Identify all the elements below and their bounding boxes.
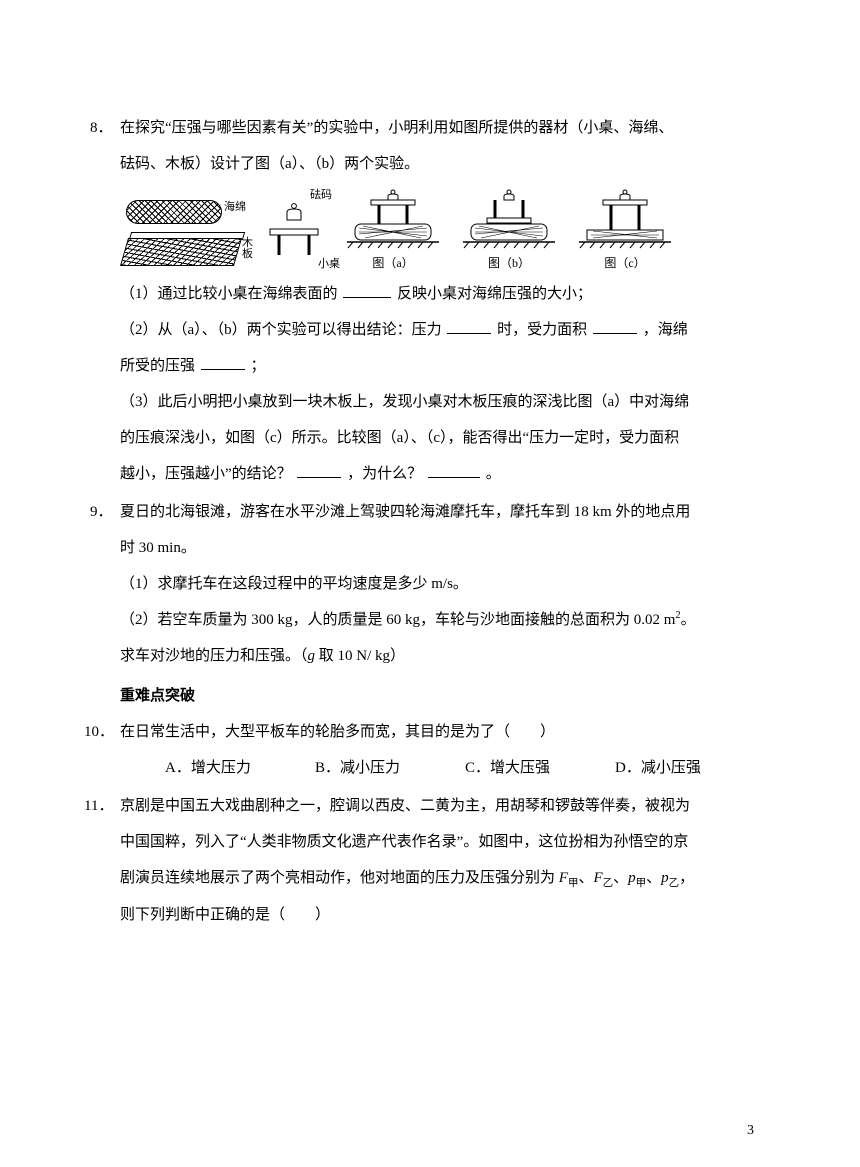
q8-figure-strip: 海绵 木板 砝码 — [120, 188, 750, 270]
blank — [428, 462, 480, 479]
q8-p2a: （2）从（a）、（b）两个实验可以得出结论：压力 — [120, 322, 442, 338]
q8-p2-line2: 所受的压强 ； — [120, 348, 750, 384]
question-11: 11． 京剧是中国五大戏曲剧种之一，腔调以西皮、二黄为主，用胡琴和锣鼓等伴奏，被… — [120, 788, 750, 932]
sep2: 、 — [613, 870, 628, 886]
q11-line1: 京剧是中国五大戏曲剧种之一，腔调以西皮、二黄为主，用胡琴和锣鼓等伴奏，被视为 — [120, 788, 750, 824]
q11-line2: 中国国粹，列入了“人类非物质文化遗产代表作名录”。如图中，这位扮相为孙悟空的京 — [120, 824, 750, 860]
q8-p2-line1: （2）从（a）、（b）两个实验可以得出结论：压力 时，受力面积 ，海绵 — [120, 312, 750, 348]
setup-a: 图（a） — [338, 188, 448, 270]
blank — [297, 462, 341, 479]
blank — [343, 282, 391, 299]
q8-intro-line2: 砝码、木板）设计了图（a）、（b）两个实验。 — [120, 146, 750, 182]
page-number: 3 — [747, 1123, 754, 1139]
small-table-icon: 小桌 — [266, 227, 322, 270]
sponge-label: 海绵 — [224, 202, 246, 213]
q10-opt-b: B．减小压力 — [315, 750, 465, 786]
q8-p3d: ，为什么？ — [347, 466, 422, 482]
q11-line3: 剧演员连续地展示了两个亮相动作，他对地面的压力及压强分别为 F甲、F乙、p甲、p… — [120, 860, 750, 896]
q10-opt-d: D．减小压强 — [615, 750, 701, 786]
q8-p1a: （1）通过比较小桌在海绵表面的 — [120, 286, 338, 302]
q8-intro-line1: 在探究“压强与哪些因素有关”的实验中，小明利用如图所提供的器材（小桌、海绵、 — [120, 110, 750, 146]
sub-yi1: 乙 — [603, 878, 614, 889]
q8-number: 8． — [90, 110, 113, 146]
sep3: 、 — [646, 870, 661, 886]
q8-p3c: 越小，压强越小”的结论？ — [120, 466, 292, 482]
var-F2: F — [593, 870, 602, 886]
q8-p2c: ，海绵 — [643, 322, 688, 338]
table-label: 小桌 — [318, 259, 340, 270]
question-8: 8． 在探究“压强与哪些因素有关”的实验中，小明利用如图所提供的器材（小桌、海绵… — [120, 110, 750, 492]
q10-options: A．增大压力 B．减小压力 C．增大压强 D．减小压强 — [120, 750, 750, 786]
q9-p3a: 求车对沙地的压力和压强。（ — [120, 648, 308, 664]
sep1: 、 — [578, 870, 593, 886]
blank — [593, 318, 637, 335]
q8-p2e: ； — [251, 358, 266, 374]
caption-c: 图（c） — [604, 256, 645, 270]
q8-p1: （1）通过比较小桌在海绵表面的 反映小桌对海绵压强的大小； — [120, 276, 750, 312]
blank — [447, 318, 491, 335]
board-label: 木板 — [242, 238, 253, 260]
question-10: 10． 在日常生活中，大型平板车的轮胎多而宽，其目的是为了（ ） A．增大压力 … — [120, 714, 750, 786]
q8-p3-line2: 的压痕深浅小，如图（c）所示。比较图（a）、（c），能否得出“压力一定时，受力面… — [120, 420, 750, 456]
q11-number: 11． — [84, 788, 113, 824]
q9-p2b: 。 — [681, 612, 696, 628]
q10-number: 10． — [84, 714, 114, 750]
blank — [201, 354, 245, 371]
board-icon — [120, 238, 242, 266]
q8-p2b: 时，受力面积 — [497, 322, 587, 338]
q11-l3a: 剧演员连续地展示了两个亮相动作，他对地面的压力及压强分别为 — [120, 870, 559, 886]
question-9: 9． 夏日的北海银滩，游客在水平沙滩上驾驶四轮海滩摩托车，摩托车到 18 km … — [120, 494, 750, 674]
q11-line4: 则下列判断中正确的是（ ） — [120, 897, 750, 933]
sub-jia2: 甲 — [636, 878, 647, 889]
q10-stem: 在日常生活中，大型平板车的轮胎多而宽，其目的是为了（ ） — [120, 714, 750, 750]
var-g: g — [308, 648, 316, 664]
sub-yi2: 乙 — [669, 878, 680, 889]
q9-p1: （1）求摩托车在这段过程中的平均速度是多少 m/s。 — [120, 566, 750, 602]
q10-opt-a: A．增大压力 — [165, 750, 315, 786]
q9-p3b: 取 10 N/ kg） — [315, 648, 405, 664]
q8-p3-line1: （3）此后小明把小桌放到一块木板上，发现小桌对木板压痕的深浅比图（a）中对海绵 — [120, 384, 750, 420]
weight-table-block: 砝码 小桌 — [256, 190, 332, 270]
q9-p3: 求车对沙地的压力和压强。（g 取 10 N/ kg） — [120, 638, 750, 674]
q9-p2a: （2）若空车质量为 300 kg，人的质量是 60 kg，车轮与沙地面接触的总面… — [120, 612, 675, 628]
setup-b: 图（b） — [454, 188, 564, 270]
sponge-icon — [126, 200, 222, 224]
section-heading: 重难点突破 — [120, 678, 750, 714]
q11-l3end: ， — [679, 870, 694, 886]
weight-icon: 砝码 — [276, 190, 312, 221]
caption-a: 图（a） — [372, 256, 413, 270]
q8-p3e: 。 — [486, 466, 501, 482]
weight-label: 砝码 — [310, 190, 332, 201]
caption-b: 图（b） — [488, 256, 530, 270]
q9-line2: 时 30 min。 — [120, 530, 750, 566]
sub-jia1: 甲 — [568, 878, 579, 889]
var-p2: p — [661, 870, 669, 886]
var-F1: F — [559, 870, 568, 886]
q9-line1: 夏日的北海银滩，游客在水平沙滩上驾驶四轮海滩摩托车，摩托车到 18 km 外的地… — [120, 494, 750, 530]
var-p1: p — [628, 870, 636, 886]
q9-p2: （2）若空车质量为 300 kg，人的质量是 60 kg，车轮与沙地面接触的总面… — [120, 602, 750, 638]
q8-p3-line3: 越小，压强越小”的结论？ ，为什么？ 。 — [120, 456, 750, 492]
q9-number: 9． — [90, 494, 113, 530]
q8-p1b: 反映小桌对海绵压强的大小； — [397, 286, 592, 302]
setup-c: 图（c） — [570, 188, 680, 270]
q8-p2d: 所受的压强 — [120, 358, 195, 374]
materials-block: 海绵 木板 — [124, 200, 250, 270]
q10-opt-c: C．增大压强 — [465, 750, 615, 786]
